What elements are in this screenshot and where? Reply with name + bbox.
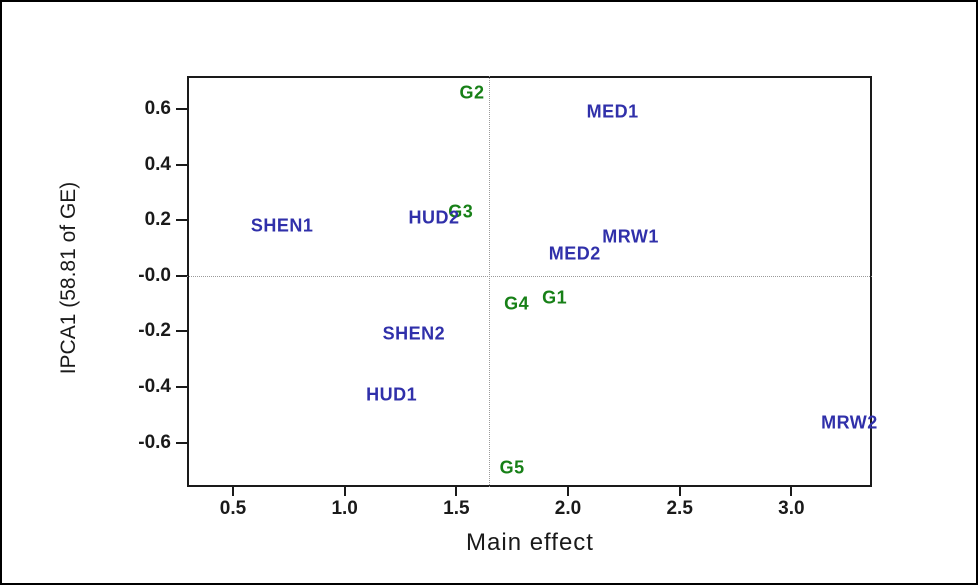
y-axis-tick-label: -0.0 [138, 264, 171, 286]
x-axis-tick-label: 1.0 [331, 498, 358, 519]
x-axis-tick [343, 487, 346, 496]
point-label-mrw2: MRW2 [821, 412, 878, 433]
y-axis-tick [176, 441, 187, 444]
point-label-hud1: HUD1 [366, 384, 418, 405]
point-label-g3: G3 [448, 201, 474, 222]
y-axis-tick [176, 108, 187, 111]
y-axis-tick-label: -0.6 [138, 431, 171, 453]
reference-line-horizontal [187, 275, 872, 277]
y-axis-tick [176, 219, 187, 222]
y-axis-tick-label: 0.4 [144, 153, 171, 175]
reference-line-vertical [488, 76, 490, 487]
y-axis-tick-label: -0.2 [138, 320, 171, 342]
x-axis-tick-label: 3.0 [778, 498, 805, 519]
point-label-shen1: SHEN1 [250, 215, 314, 236]
x-axis-tick-label: 2.5 [666, 498, 693, 519]
plot-area [187, 76, 872, 487]
y-axis-tick [176, 274, 187, 277]
point-label-g2: G2 [459, 82, 485, 103]
x-axis-tick [678, 487, 681, 496]
x-axis-tick [567, 487, 570, 496]
point-label-med2: MED2 [548, 243, 601, 264]
x-axis-tick-label: 1.5 [443, 498, 470, 519]
x-axis-tick-label: 0.5 [219, 498, 247, 519]
y-axis-tick-label: 0.2 [144, 209, 171, 231]
x-axis-tick [790, 487, 793, 496]
x-axis-title: Main effect [466, 529, 594, 556]
x-axis-tick [455, 487, 458, 496]
x-axis-tick-label: 2.0 [554, 498, 582, 519]
point-label-shen2: SHEN2 [382, 323, 446, 344]
point-label-g4: G4 [504, 293, 530, 314]
point-label-g1: G1 [542, 287, 568, 308]
x-axis-tick [232, 487, 234, 496]
y-axis-title: IPCA1 (58.81 of GE) [57, 181, 80, 375]
point-label-g5: G5 [499, 457, 525, 478]
point-label-mrw1: MRW1 [602, 226, 659, 247]
y-axis-tick [176, 386, 187, 389]
y-axis-tick [176, 163, 187, 166]
point-label-hud2: HUD2 [408, 207, 460, 228]
y-axis-tick-label: -0.4 [138, 376, 171, 398]
point-label-med1: MED1 [586, 101, 639, 122]
y-axis-tick-label: 0.6 [144, 98, 171, 120]
y-axis-tick [176, 330, 187, 333]
